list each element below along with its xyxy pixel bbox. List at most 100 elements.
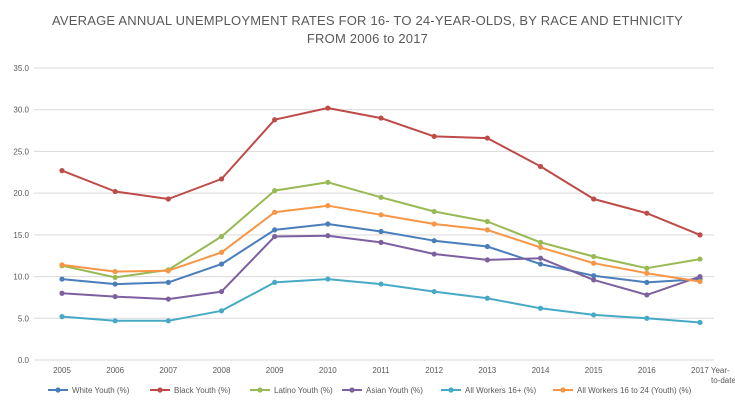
data-point bbox=[165, 196, 171, 202]
data-point bbox=[218, 233, 225, 240]
legend-label: White Youth (%) bbox=[72, 386, 130, 395]
data-point bbox=[644, 279, 650, 286]
data-point bbox=[644, 270, 650, 276]
data-point bbox=[431, 221, 437, 227]
x-tick-label: 2005 bbox=[53, 366, 71, 375]
x-tick-label: 2012 bbox=[425, 366, 443, 375]
legend-marker bbox=[560, 387, 566, 393]
data-point bbox=[644, 315, 650, 321]
data-point bbox=[697, 232, 703, 238]
legend-label: All Workers 16+ (%) bbox=[465, 386, 537, 395]
data-point bbox=[431, 251, 437, 257]
chart-subtitle: FROM 2006 to 2017 bbox=[306, 31, 429, 46]
legend-marker bbox=[448, 387, 454, 393]
data-point bbox=[112, 274, 118, 281]
data-point bbox=[59, 290, 65, 296]
data-point bbox=[218, 249, 225, 255]
data-point bbox=[325, 179, 331, 185]
data-point bbox=[112, 188, 118, 195]
axes: 0.0 5.0 10.0 15.0 20.0 25.0 30.0 35.0 2005 2006 20… bbox=[13, 64, 735, 385]
y-tick-label: 25.0 bbox=[13, 147, 29, 156]
data-point bbox=[697, 256, 703, 262]
data-point bbox=[218, 176, 225, 182]
x-tick-label: 2009 bbox=[266, 366, 284, 375]
y-tick-label: 15.0 bbox=[13, 231, 29, 240]
data-point bbox=[272, 279, 278, 286]
data-point bbox=[537, 305, 544, 311]
data-point bbox=[378, 212, 384, 218]
data-point bbox=[697, 278, 703, 285]
data-point bbox=[537, 163, 544, 170]
data-point bbox=[165, 296, 171, 302]
data-point bbox=[537, 261, 544, 267]
data-point bbox=[484, 295, 490, 301]
y-tick-label: 30.0 bbox=[13, 106, 29, 115]
chart-title-block: AVERAGE ANNUAL UNEMPLOYMENT RATES FOR 16… bbox=[0, 12, 735, 48]
x-tick-label: 2017 Year-to-date bbox=[691, 366, 735, 385]
data-point bbox=[537, 255, 544, 261]
data-point bbox=[218, 288, 225, 295]
data-point bbox=[272, 227, 278, 233]
data-point bbox=[112, 318, 118, 324]
data-point bbox=[484, 218, 490, 225]
gridlines bbox=[34, 67, 714, 361]
x-tick-label: 2010 bbox=[319, 366, 337, 375]
legend-label: All Workers 16 to 24 (Youth) (%) bbox=[577, 386, 692, 395]
data-point bbox=[165, 279, 171, 286]
data-point bbox=[378, 228, 384, 235]
data-point bbox=[484, 135, 490, 141]
legend-marker bbox=[257, 387, 263, 393]
series-line bbox=[61, 234, 701, 301]
data-point bbox=[112, 268, 118, 275]
data-point bbox=[697, 319, 703, 326]
data-point bbox=[218, 308, 225, 314]
data-point bbox=[378, 115, 384, 121]
x-tick-label: 2006 bbox=[106, 366, 124, 375]
data-point bbox=[59, 276, 65, 282]
data-point bbox=[378, 194, 384, 200]
chart-title: AVERAGE ANNUAL UNEMPLOYMENT RATES FOR 16… bbox=[52, 13, 683, 28]
legend-marker bbox=[349, 387, 355, 393]
data-point bbox=[165, 318, 171, 324]
legend-marker bbox=[55, 387, 61, 393]
x-tick-label: 2013 bbox=[478, 366, 496, 375]
legend-label: Asian Youth (%) bbox=[366, 386, 423, 395]
data-point bbox=[272, 209, 278, 215]
data-point bbox=[537, 239, 544, 245]
data-point bbox=[484, 227, 490, 233]
data-point bbox=[59, 168, 65, 174]
y-tick-label: 0.0 bbox=[18, 356, 30, 365]
legend-marker bbox=[157, 387, 163, 393]
data-point bbox=[165, 268, 171, 274]
data-point bbox=[325, 233, 331, 239]
x-tick-label: 2007 bbox=[159, 366, 177, 375]
data-point bbox=[272, 117, 278, 123]
x-tick-label: 2015 bbox=[585, 366, 603, 375]
series-lines bbox=[59, 105, 703, 326]
x-tick-label: 2016 bbox=[638, 366, 656, 375]
data-point bbox=[431, 133, 437, 140]
data-point bbox=[218, 261, 225, 267]
data-point bbox=[431, 288, 437, 295]
data-point bbox=[591, 196, 597, 202]
data-point bbox=[325, 221, 331, 227]
data-point bbox=[431, 238, 437, 244]
data-point bbox=[112, 281, 118, 287]
x-tick-label: 2008 bbox=[213, 366, 231, 375]
data-point bbox=[591, 273, 597, 279]
data-point bbox=[644, 292, 650, 298]
x-tick-label: 2011 bbox=[372, 366, 390, 375]
data-point bbox=[59, 262, 65, 268]
y-tick-label: 20.0 bbox=[13, 189, 29, 198]
data-point bbox=[325, 276, 331, 282]
data-point bbox=[431, 208, 437, 215]
data-point bbox=[272, 233, 278, 240]
data-point bbox=[59, 314, 65, 320]
data-point bbox=[644, 265, 650, 271]
data-point bbox=[112, 293, 118, 300]
y-tick-label: 5.0 bbox=[18, 314, 30, 323]
data-point bbox=[591, 260, 597, 266]
data-point bbox=[378, 239, 384, 245]
data-point bbox=[325, 203, 331, 209]
